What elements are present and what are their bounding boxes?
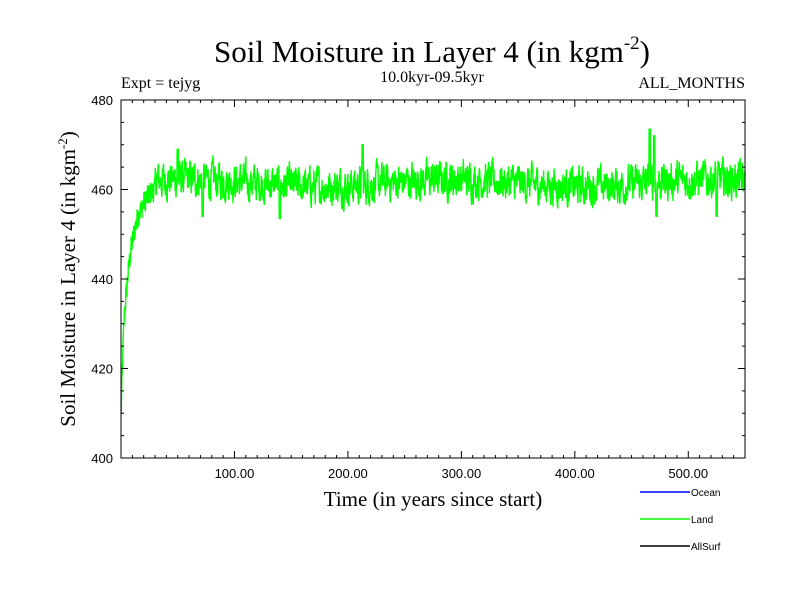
- x-axis-label: Time (in years since start): [324, 487, 543, 511]
- period-label: 10.0kyr-09.5kyr: [380, 69, 484, 86]
- legend-label-land: Land: [691, 515, 713, 526]
- y-axis-label: Soil Moisture in Layer 4 (in kgm-2): [55, 131, 80, 426]
- chart-title: Soil Moisture in Layer 4 (in kgm-2): [214, 33, 650, 69]
- legend: Ocean Land AllSurf: [640, 488, 721, 553]
- x-tick-label: 200.00: [328, 466, 368, 481]
- months-label: ALL_MONTHS: [638, 75, 745, 92]
- plot-frame: [120, 99, 746, 459]
- x-tick-label: 100.00: [215, 466, 255, 481]
- y-tick-label: 460: [91, 183, 113, 198]
- legend-label-ocean: Ocean: [691, 488, 720, 499]
- y-tick-label: 420: [91, 362, 113, 377]
- x-axis-ticks: 100.00 200.00 300.00 400.00 500.00: [131, 100, 735, 481]
- x-tick-label: 500.00: [668, 466, 708, 481]
- x-tick-label: 400.00: [555, 466, 595, 481]
- y-tick-label: 400: [91, 451, 113, 466]
- series-layer: [120, 128, 746, 415]
- land-series-line: [120, 128, 746, 415]
- y-axis-ticks: 400 420 440 460 480: [91, 93, 745, 466]
- experiment-label: Expt = tejyg: [121, 75, 200, 92]
- y-tick-label: 440: [91, 272, 113, 287]
- y-tick-label: 480: [91, 93, 113, 108]
- legend-label-allsurf: AllSurf: [691, 542, 721, 553]
- x-tick-label: 300.00: [441, 466, 481, 481]
